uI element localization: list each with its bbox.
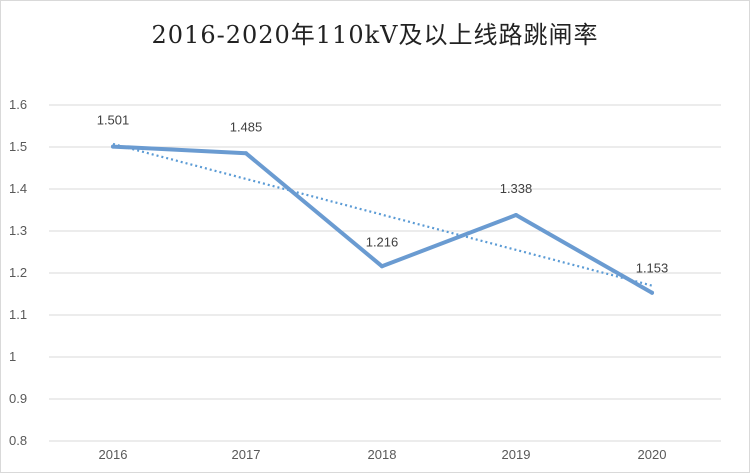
x-tick-label: 2018 [368,447,397,462]
y-tick-label: 0.8 [9,433,27,448]
y-tick-label: 1.6 [9,97,27,112]
y-tick-label: 1.2 [9,265,27,280]
y-tick-label: 1.1 [9,307,27,322]
y-tick-label: 1 [9,349,16,364]
x-tick-label: 2019 [502,447,531,462]
data-label: 1.338 [500,181,533,196]
x-tick-label: 2020 [638,447,667,462]
data-point [380,264,384,269]
x-tick-label: 2017 [232,447,261,462]
y-tick-label: 1.3 [9,223,27,238]
series-line [111,144,654,295]
chart-title: 2016-2020年110kV及以上线路跳闸率 [151,21,599,49]
y-tick-label: 1.5 [9,139,27,154]
y-tick-label: 1.4 [9,181,27,196]
x-tick-label: 2016 [99,447,128,462]
data-label: 1.485 [230,119,263,134]
data-label: 1.501 [97,113,130,128]
data-label: 1.216 [366,234,399,249]
y-tick-label: 0.9 [9,391,27,406]
data-point [650,290,654,295]
data-label: 1.153 [636,261,669,276]
data-point [111,144,115,149]
data-point [514,213,518,218]
data-point [244,151,248,156]
